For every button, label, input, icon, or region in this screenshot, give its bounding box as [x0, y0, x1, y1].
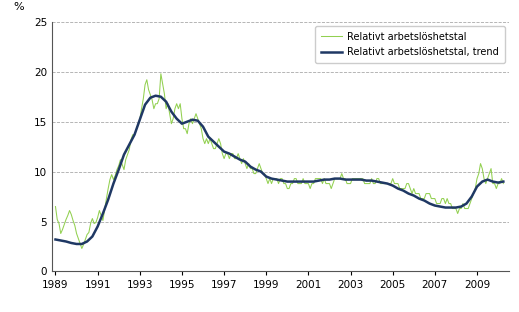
Relativt arbetslöshetstal, trend [79, 242, 85, 246]
Text: %: % [13, 2, 24, 12]
Relativt arbetslöshetstal [419, 197, 426, 200]
Relativt arbetslöshetstal, trend [405, 192, 412, 195]
Relativt arbetslöshetstal [251, 172, 257, 175]
Relativt arbetslöshetstal [500, 182, 507, 185]
Relativt arbetslöshetstal, trend [63, 240, 69, 243]
Relativt arbetslöshetstal [221, 157, 227, 160]
Relativt arbetslöshetstal, trend [279, 179, 285, 183]
Relativt arbetslöshetstal [52, 205, 59, 208]
Legend: Relativt arbetslöshetstal, Relativt arbetslöshetstal, trend: Relativt arbetslöshetstal, Relativt arbe… [315, 26, 505, 63]
Relativt arbetslöshetstal [277, 177, 283, 180]
Relativt arbetslöshetstal, trend [442, 206, 448, 209]
Relativt arbetslöshetstal, trend [52, 238, 59, 241]
Relativt arbetslöshetstal, trend [500, 180, 507, 183]
Line: Relativt arbetslöshetstal: Relativt arbetslöshetstal [56, 74, 503, 248]
Relativt arbetslöshetstal [158, 72, 164, 76]
Line: Relativt arbetslöshetstal, trend: Relativt arbetslöshetstal, trend [56, 96, 503, 244]
Relativt arbetslöshetstal, trend [153, 94, 159, 98]
Relativt arbetslöshetstal [196, 122, 202, 125]
Relativt arbetslöshetstal [226, 157, 233, 160]
Relativt arbetslöshetstal, trend [74, 242, 80, 246]
Relativt arbetslöshetstal, trend [105, 198, 111, 202]
Relativt arbetslöshetstal [79, 246, 85, 250]
